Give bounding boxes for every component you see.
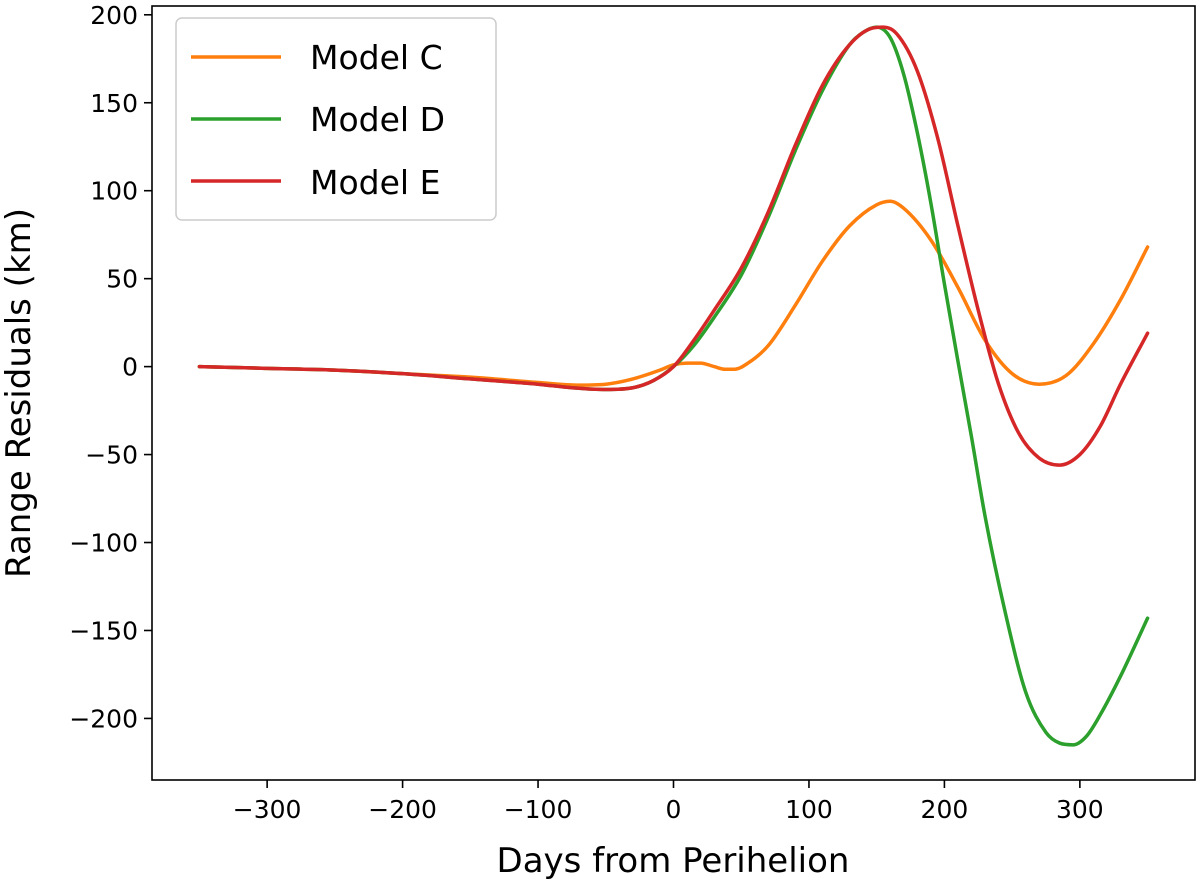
y-tick-label: 150 <box>90 89 138 118</box>
legend: Model C Model D Model E <box>175 17 497 221</box>
x-tick-label: −300 <box>233 795 302 824</box>
legend-label-model-c: Model C <box>310 38 443 77</box>
y-axis: −200 −150 −100 −50 0 50 100 150 200 <box>69 1 152 733</box>
x-tick-label: 100 <box>785 795 833 824</box>
y-tick-label: −100 <box>69 529 138 558</box>
y-tick-label: 200 <box>90 1 138 30</box>
legend-box <box>175 17 497 221</box>
x-tick-label: 200 <box>921 795 969 824</box>
series-layer <box>197 25 1150 747</box>
y-tick-label: −200 <box>69 704 138 733</box>
y-axis-label: Range Residuals (km) <box>0 208 39 578</box>
series-line-model-e <box>197 25 1150 467</box>
y-tick-label: 100 <box>90 177 138 206</box>
x-tick-label: −200 <box>368 795 437 824</box>
x-tick-label: −100 <box>504 795 573 824</box>
y-tick-label: −150 <box>69 616 138 645</box>
legend-label-model-d: Model D <box>310 100 445 139</box>
y-tick-label: 0 <box>122 353 138 382</box>
y-tick-label: −50 <box>85 441 138 470</box>
x-axis-label: Days from Perihelion <box>497 841 850 881</box>
x-axis: −300 −200 −100 0 100 200 300 <box>233 780 1104 824</box>
y-tick-label: 50 <box>106 265 138 294</box>
legend-label-model-e: Model E <box>310 163 440 202</box>
x-tick-label: 0 <box>666 795 682 824</box>
x-tick-label: 300 <box>1056 795 1104 824</box>
